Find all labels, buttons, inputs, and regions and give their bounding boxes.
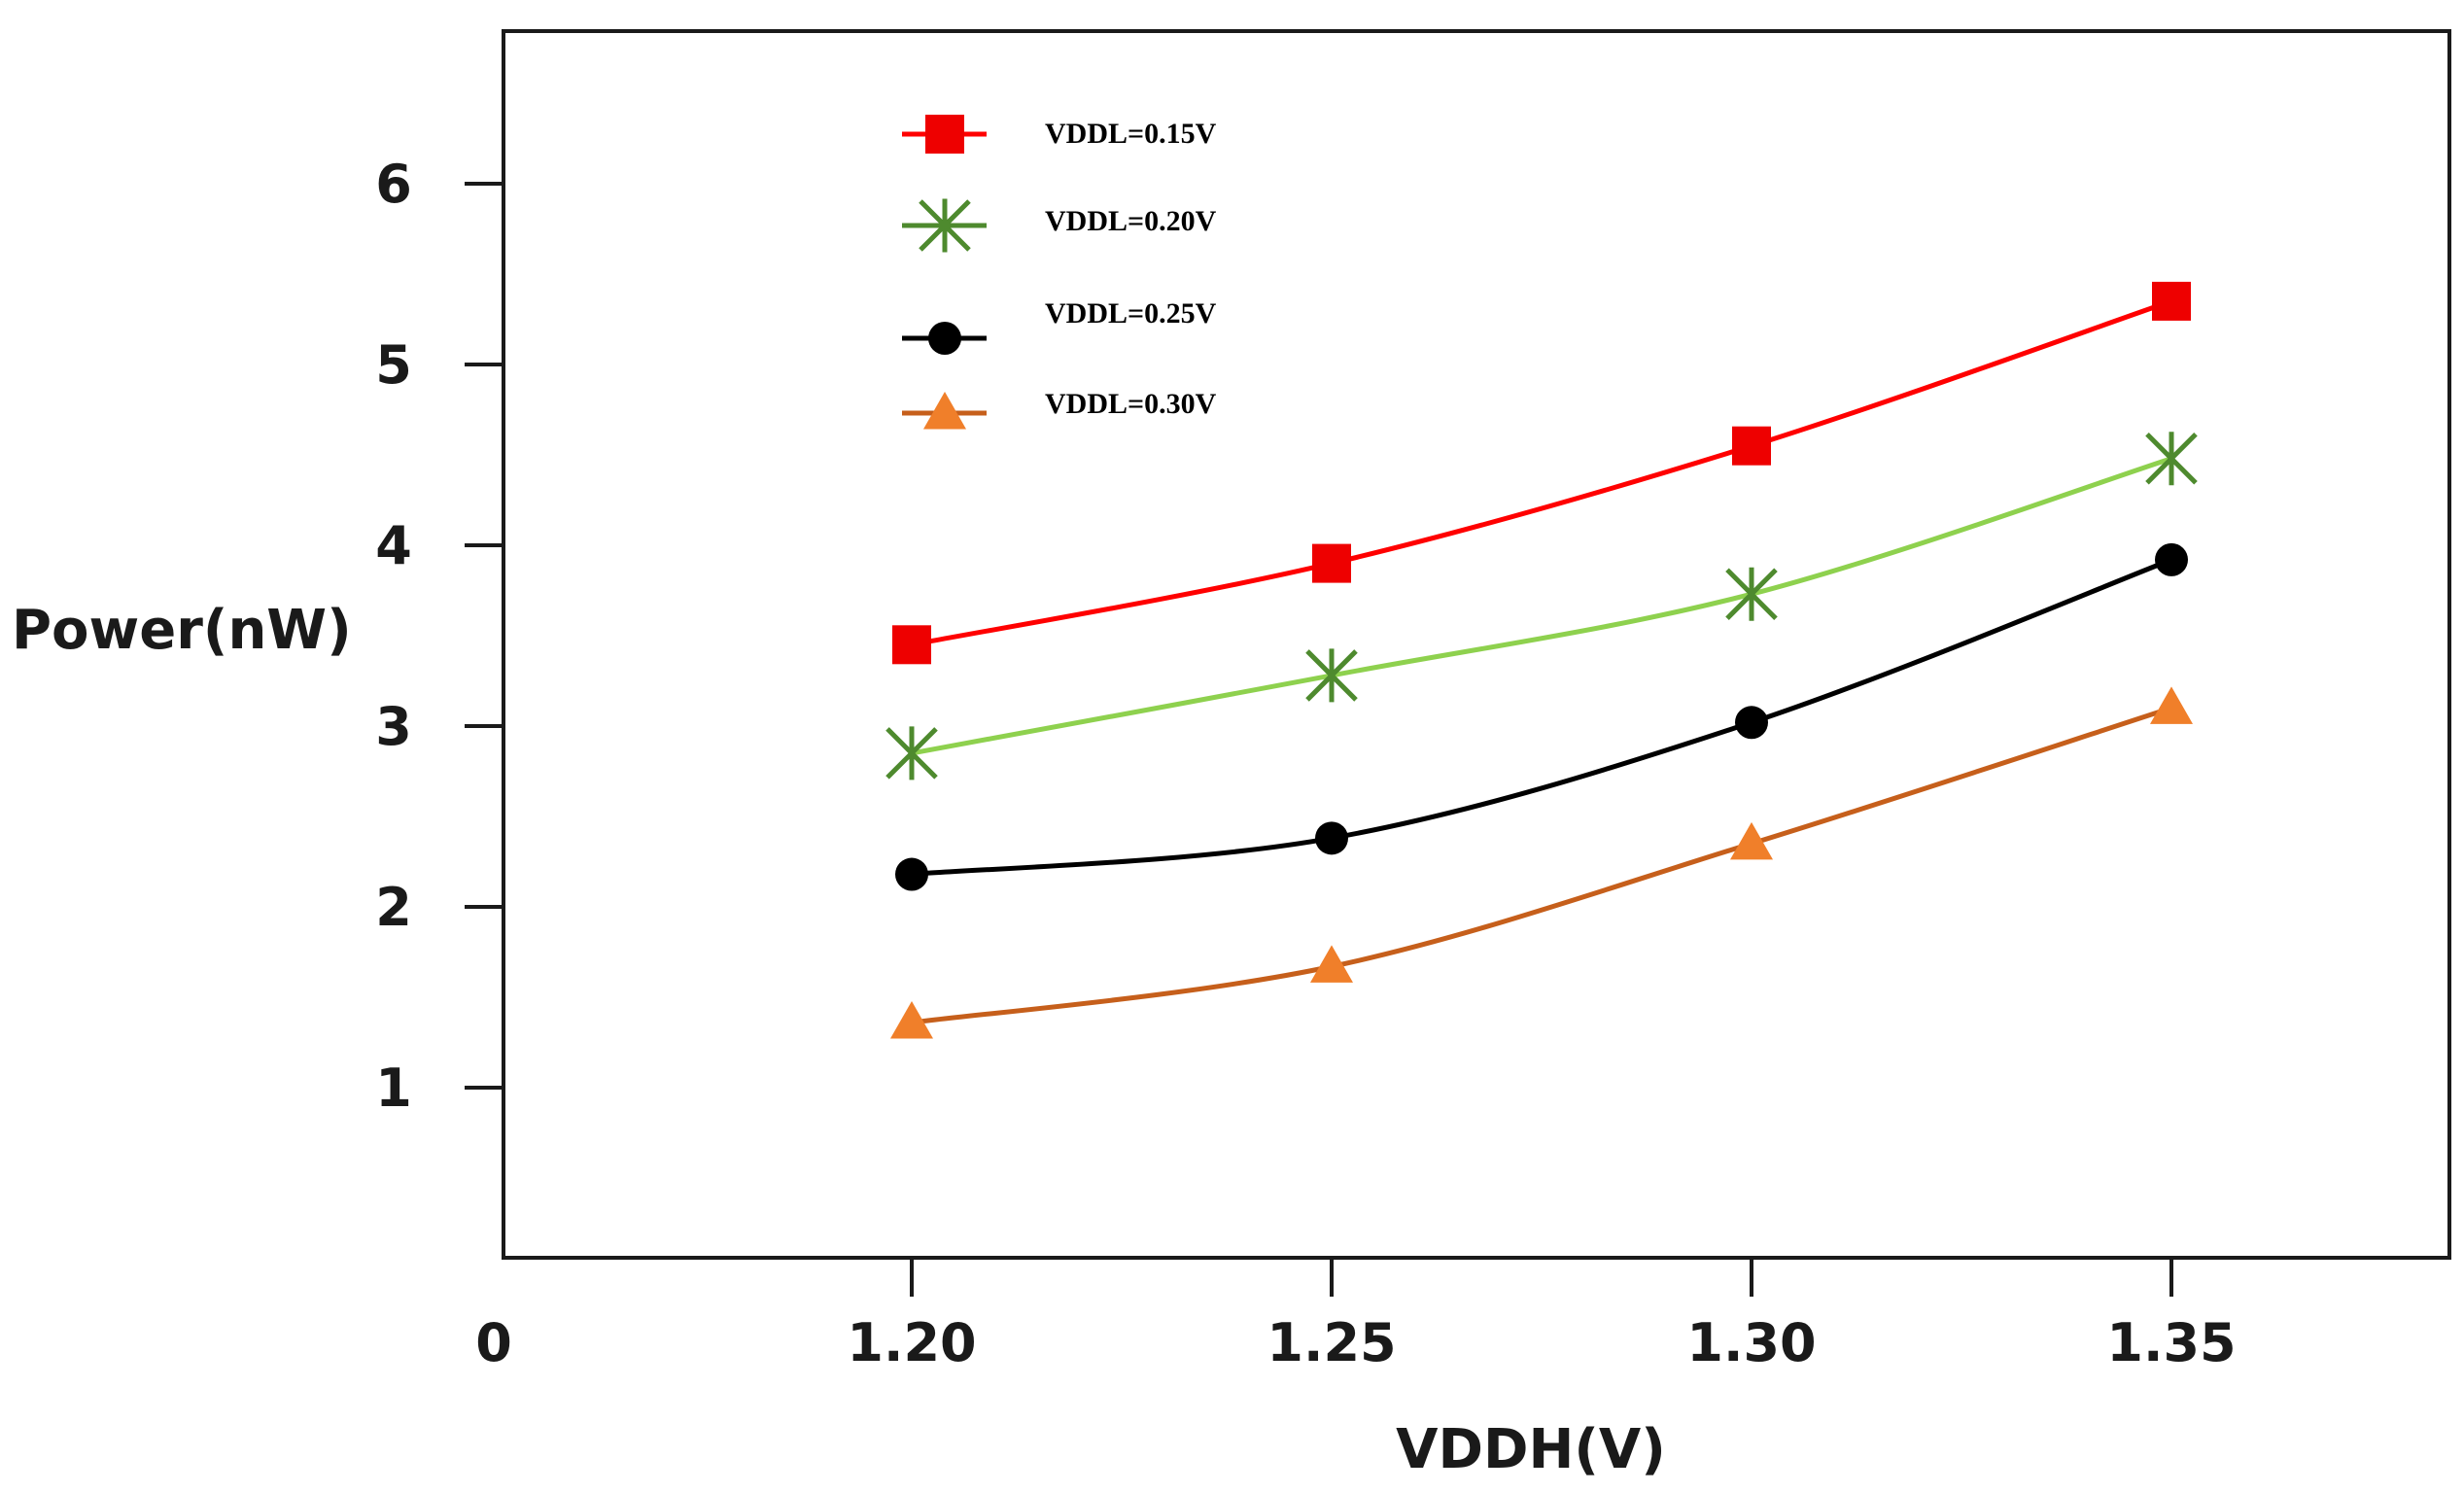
- data-point-circle: [2155, 542, 2188, 576]
- series-line: [911, 298, 2172, 647]
- data-point-star: [1305, 648, 1358, 703]
- data-point-star: [1725, 567, 1778, 621]
- x-origin-label: 0: [475, 1312, 512, 1373]
- data-point-triangle: [923, 392, 966, 430]
- data-point-circle: [928, 322, 961, 355]
- x-axis-title: VDDH(V): [1396, 1418, 1666, 1481]
- data-point-circle: [1315, 821, 1348, 855]
- y-tick-label: 1: [375, 1058, 412, 1119]
- x-tick-label: 1.25: [1267, 1312, 1396, 1373]
- series-line: [911, 557, 2172, 878]
- axis-ticks: 1 2 3 4 5 6 1.20 1.25 1.30 1.35: [375, 154, 2236, 1373]
- series-3: [890, 686, 2193, 1039]
- data-point-square: [1312, 543, 1351, 583]
- legend-item: VDDL=0.30V: [902, 388, 1217, 430]
- legend: VDDL=0.15V VDDL=0.20V VDDL=0.25V VDDL=0.30V: [902, 115, 1217, 430]
- data-point-triangle: [1310, 945, 1353, 983]
- data-point-square: [892, 625, 931, 665]
- legend-item: VDDL=0.15V: [902, 115, 1217, 154]
- data-point-circle: [1735, 706, 1768, 740]
- data-point-star: [885, 726, 938, 781]
- x-tick-label: 1.30: [1686, 1312, 1816, 1373]
- y-tick-label: 3: [375, 696, 412, 757]
- series-line: [911, 456, 2172, 756]
- data-point-triangle: [890, 1001, 933, 1039]
- data-point-star: [919, 198, 971, 253]
- legend-label: VDDL=0.30V: [1045, 388, 1217, 420]
- series-2: [895, 542, 2188, 891]
- legend-label: VDDL=0.25V: [1045, 297, 1217, 330]
- y-tick-label: 6: [375, 154, 412, 215]
- legend-label: VDDL=0.15V: [1045, 118, 1217, 150]
- y-tick-label: 5: [375, 334, 412, 396]
- data-point-star: [2145, 432, 2198, 486]
- series-0: [892, 281, 2191, 665]
- data-point-square: [2152, 281, 2191, 321]
- y-axis-title: Power(nW): [12, 599, 352, 662]
- legend-label: VDDL=0.20V: [1045, 205, 1217, 237]
- legend-item: VDDL=0.20V: [902, 198, 1217, 253]
- y-tick-label: 2: [375, 877, 412, 938]
- y-tick-label: 4: [375, 515, 412, 576]
- legend-item: VDDL=0.25V: [902, 297, 1217, 355]
- data-point-square: [925, 115, 964, 154]
- data-point-circle: [895, 857, 928, 891]
- data-point-square: [1732, 426, 1771, 466]
- series-group: [885, 281, 2198, 1039]
- plot-frame: [502, 29, 2451, 1260]
- data-point-triangle: [1730, 821, 1773, 860]
- series-line: [911, 706, 2172, 1025]
- x-tick-label: 1.35: [2106, 1312, 2236, 1373]
- x-tick-label: 1.20: [847, 1312, 976, 1373]
- data-point-triangle: [2150, 686, 2193, 724]
- series-1: [885, 432, 2198, 781]
